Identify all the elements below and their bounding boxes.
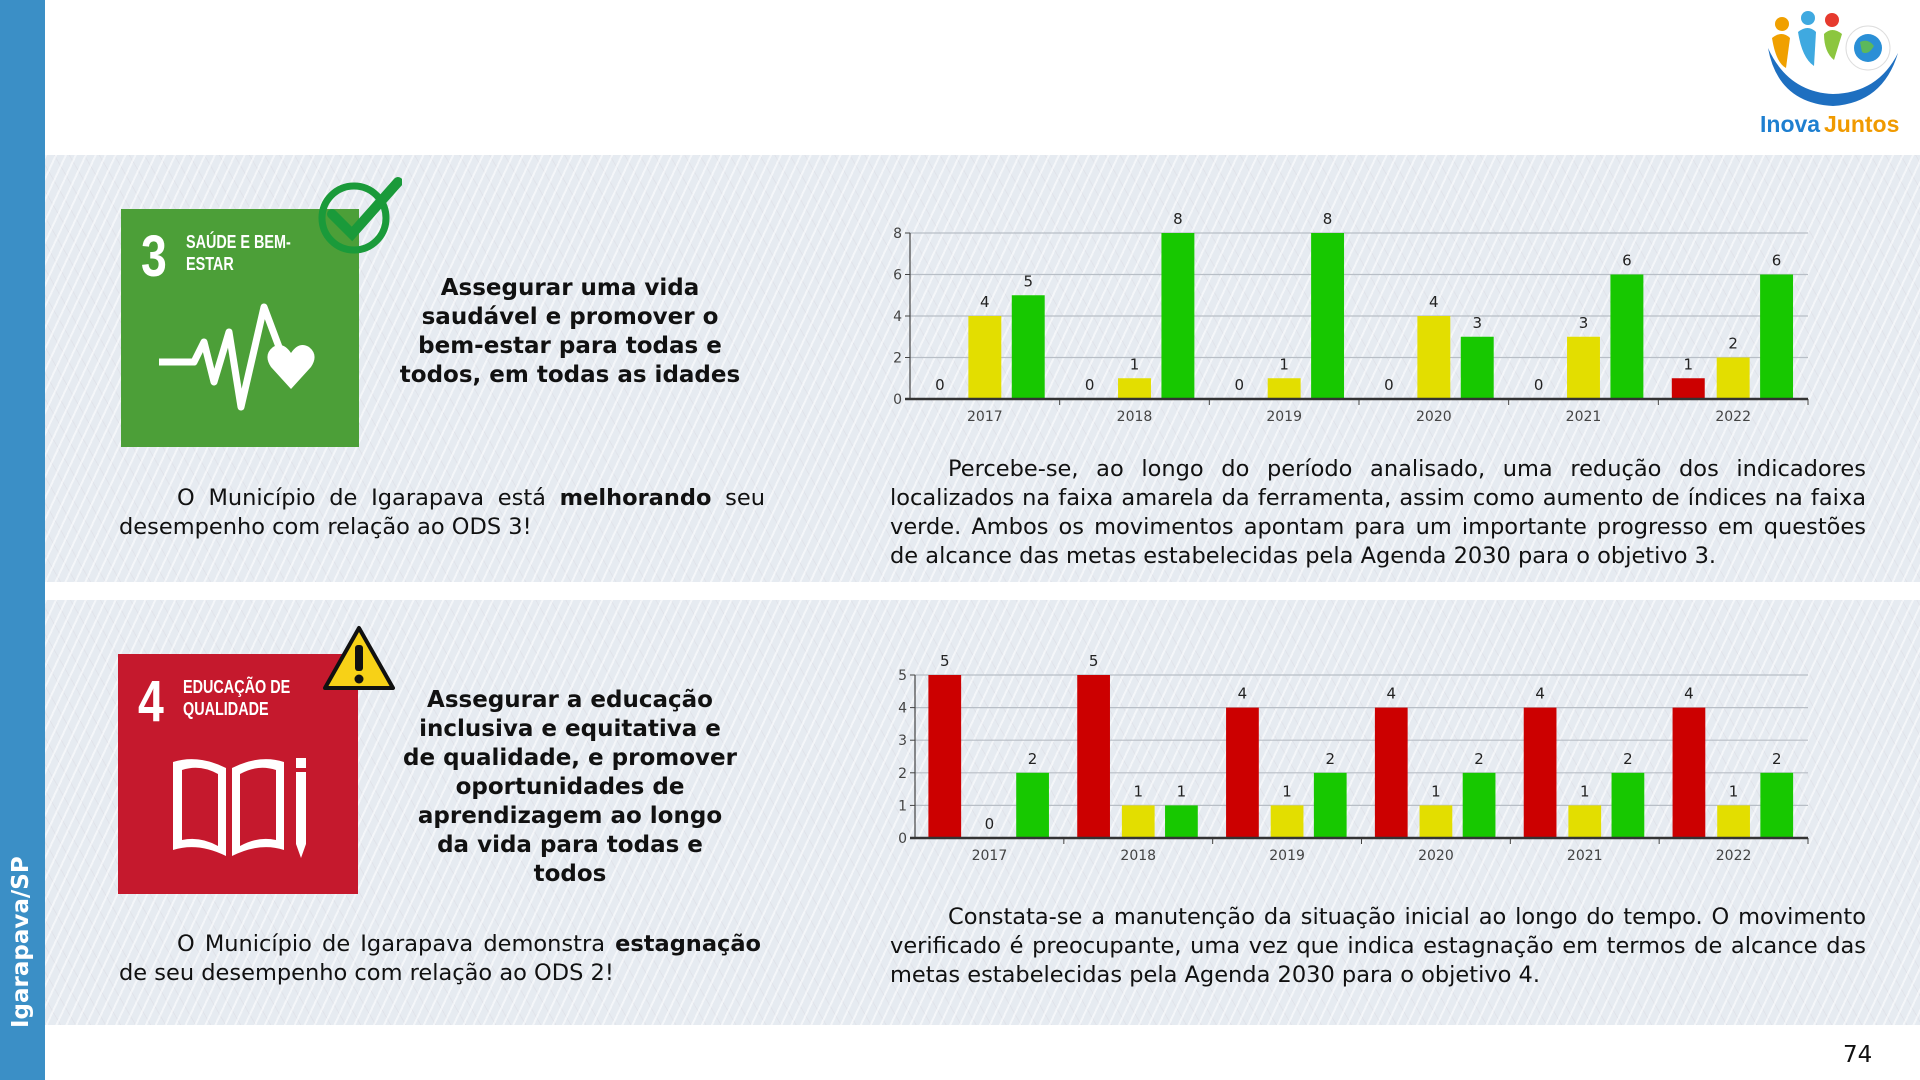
y-tick-label: 4 [893, 309, 902, 325]
check-icon [318, 177, 402, 254]
bar-green [1760, 274, 1794, 399]
data-label: 2 [1728, 335, 1738, 353]
y-tick-label: 2 [893, 351, 902, 367]
data-label: 8 [1173, 210, 1183, 228]
analysis-text: Percebe-se, ao longo do período analisad… [890, 456, 1866, 569]
svg-text:Juntos: Juntos [1824, 111, 1899, 136]
bar-green [1610, 274, 1644, 399]
bar-yellow [1716, 357, 1750, 399]
data-label: 6 [1772, 252, 1782, 270]
warning-icon [323, 626, 395, 690]
data-label: 0 [1085, 376, 1095, 394]
data-label: 5 [1023, 272, 1033, 290]
data-label: 6 [1622, 252, 1632, 270]
sdg3-icon: 3 SAÚDE E BEM-ESTAR [121, 209, 359, 447]
bar-green [1161, 233, 1195, 399]
data-label: 1 [1130, 355, 1140, 373]
sdg-number: 4 [138, 669, 164, 734]
data-label: 1 [1683, 355, 1693, 373]
data-label: 0 [1234, 376, 1244, 394]
inova-juntos-logo: Inova Juntos [1758, 8, 1908, 137]
bar-yellow [1118, 378, 1151, 399]
bar-yellow [968, 316, 1002, 399]
bar-yellow [1267, 378, 1301, 399]
data-label: 4 [1429, 293, 1439, 311]
summary-text: O Município de Igarapava demonstra estag… [119, 931, 761, 986]
x-tick-label: 2021 [1566, 409, 1602, 425]
data-label: 4 [980, 293, 990, 311]
y-tick-label: 0 [893, 392, 902, 408]
y-tick-label: 6 [893, 268, 902, 284]
data-label: 3 [1472, 314, 1482, 332]
sdg-name: EDUCAÇÃO DE QUALIDADE [183, 677, 291, 719]
y-tick-label: 8 [893, 226, 902, 242]
x-tick-label: 2020 [1416, 409, 1452, 425]
analysis-text: Constata-se a manutenção da situação ini… [890, 904, 1866, 988]
summary-text: O Município de Igarapava está melhorando… [119, 485, 765, 540]
data-label: 0 [935, 376, 945, 394]
bar-green [1460, 336, 1494, 399]
book-icon [173, 758, 306, 858]
bar-yellow [1567, 336, 1600, 399]
x-tick-label: 2022 [1715, 409, 1751, 425]
data-label: 0 [1384, 376, 1394, 394]
heartbeat-icon [159, 303, 315, 411]
page-number: 74 [1843, 1042, 1873, 1068]
bar-yellow [1417, 316, 1451, 399]
sdg4-icon: 4 EDUCAÇÃO DE QUALIDADE [118, 654, 358, 894]
x-tick-label: 2017 [967, 409, 1003, 425]
data-label: 8 [1323, 210, 1333, 228]
x-tick-label: 2019 [1266, 409, 1302, 425]
data-label: 3 [1579, 314, 1589, 332]
sdg-name: SAÚDE E BEM-ESTAR [186, 232, 291, 274]
bar-red [1671, 378, 1705, 399]
svg-text:Inova: Inova [1760, 111, 1820, 136]
data-label: 0 [1534, 376, 1544, 394]
sidebar: Igarapava/SP [0, 0, 45, 1080]
data-label: 1 [1279, 355, 1289, 373]
goal-text: Assegurar a educação inclusiva e equitat… [403, 687, 737, 887]
bar-green [1311, 233, 1345, 399]
bar-green [1011, 295, 1045, 399]
goal-text: Assegurar uma vida saudável e promover o… [399, 275, 741, 388]
sdg-number: 3 [141, 224, 167, 289]
x-tick-label: 2018 [1117, 409, 1153, 425]
